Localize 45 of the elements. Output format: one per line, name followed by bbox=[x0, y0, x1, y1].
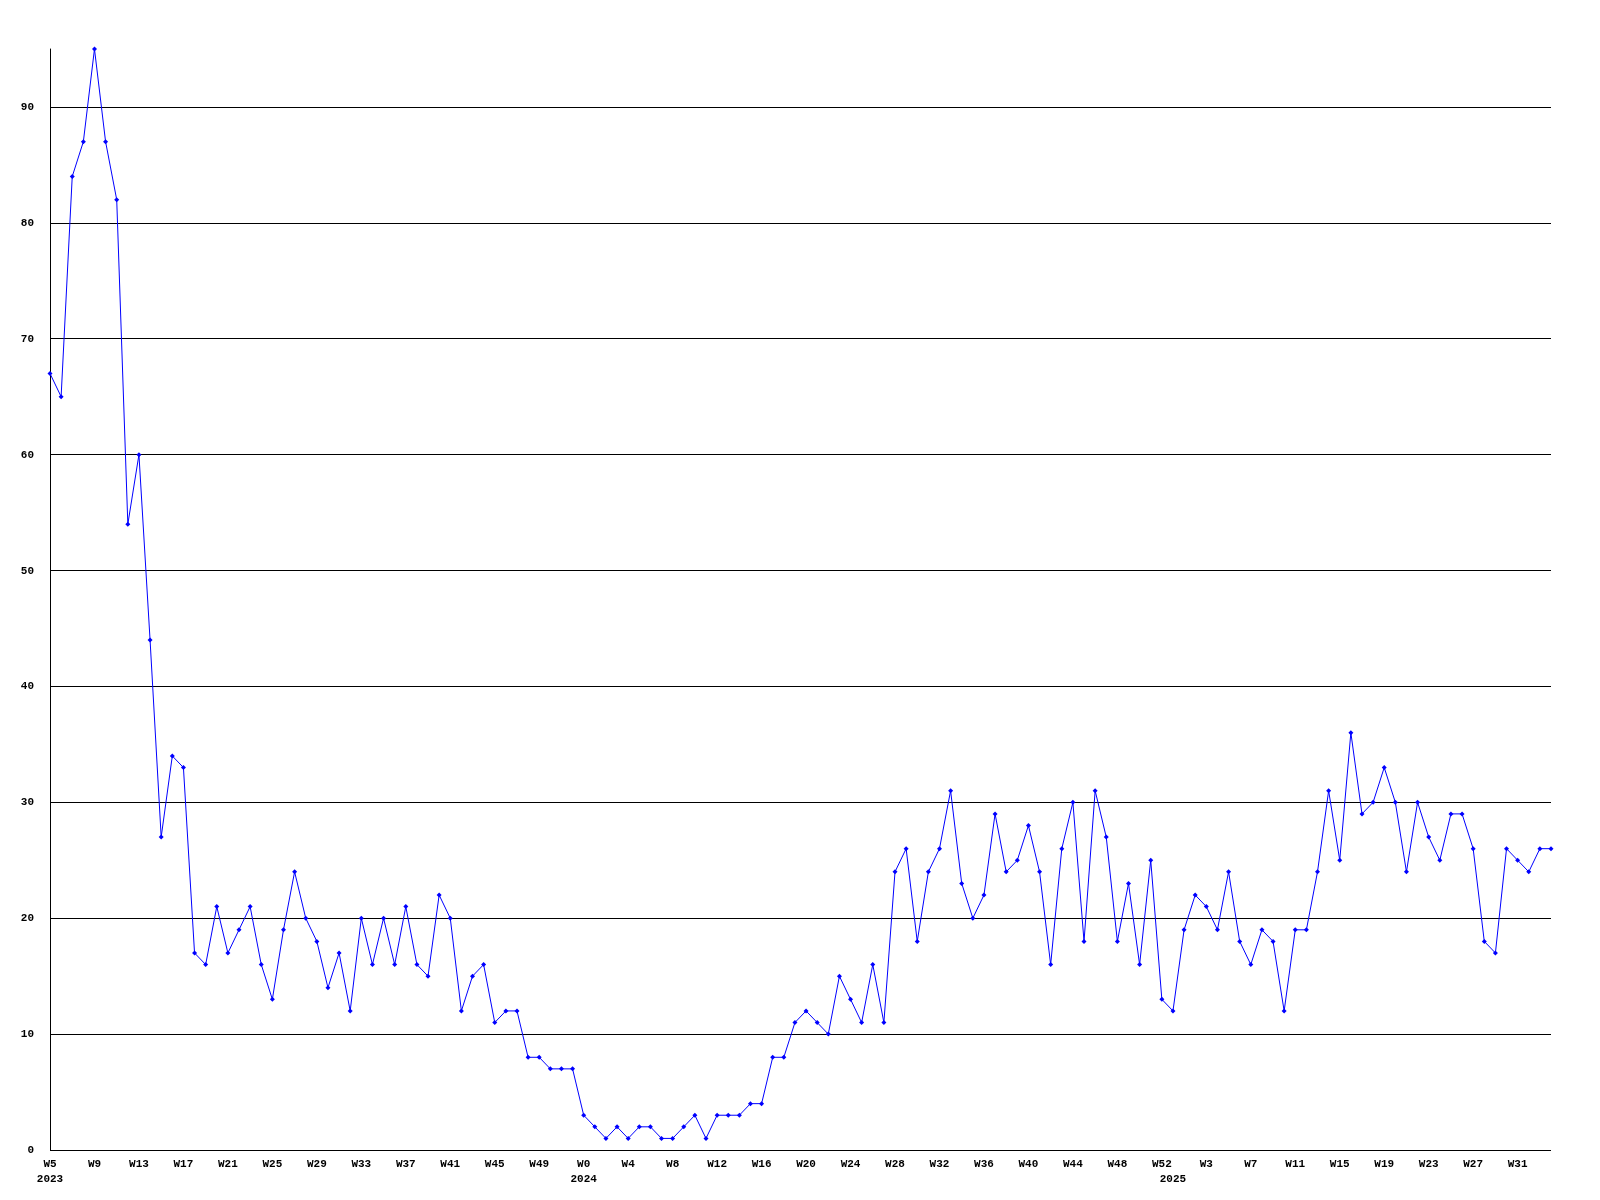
x-tick-label: W4 bbox=[621, 1157, 636, 1170]
x-tick-label: W48 bbox=[1107, 1157, 1128, 1170]
x-tick-label: W27 bbox=[1463, 1157, 1484, 1170]
y-tick-label: 80 bbox=[20, 216, 34, 229]
x-tick-label: W3 bbox=[1199, 1157, 1214, 1170]
y-tick-label: 20 bbox=[20, 912, 34, 925]
x-tick-label: W24 bbox=[840, 1157, 861, 1170]
x-tick-label: W0 2024 bbox=[570, 1157, 598, 1185]
x-tick-label: W29 bbox=[306, 1157, 327, 1170]
y-tick-label: 10 bbox=[20, 1028, 34, 1041]
x-tick-label: W21 bbox=[217, 1157, 239, 1170]
y-tick-label: 40 bbox=[20, 680, 34, 693]
y-tick-label: 70 bbox=[20, 332, 34, 345]
x-tick-label: W41 bbox=[440, 1157, 461, 1170]
y-tick-label: 0 bbox=[27, 1144, 34, 1156]
x-tick-label: W16 bbox=[751, 1157, 772, 1170]
x-tick-label: W12 bbox=[707, 1157, 728, 1170]
x-tick-label: W37 bbox=[395, 1157, 416, 1170]
x-tick-label: W15 bbox=[1329, 1157, 1351, 1170]
x-tick-label: W17 bbox=[173, 1157, 194, 1170]
x-tick-label: W31 bbox=[1507, 1157, 1528, 1170]
x-tick-label: W20 bbox=[796, 1157, 816, 1170]
x-tick-label: W23 bbox=[1418, 1157, 1439, 1170]
x-tick-label: W28 bbox=[885, 1157, 906, 1170]
x-tick-label: W36 bbox=[974, 1157, 994, 1170]
x-tick-label: 2025 bbox=[1159, 1172, 1187, 1185]
x-tick-label: W44 bbox=[1063, 1157, 1084, 1170]
x-tick-label: W19 bbox=[1374, 1157, 1395, 1170]
x-tick-label: W8 bbox=[666, 1157, 680, 1170]
y-tick-label: 30 bbox=[20, 796, 34, 809]
x-tick-label: W7 bbox=[1244, 1157, 1258, 1170]
x-tick-label: W40 bbox=[1018, 1157, 1039, 1170]
x-tick-label: W9 bbox=[87, 1157, 102, 1170]
x-tick-label: W32 bbox=[929, 1157, 950, 1170]
y-tick-label: 60 bbox=[20, 448, 34, 461]
x-tick-label: W52 bbox=[1151, 1157, 1172, 1170]
x-tick-label: W5 2023 bbox=[36, 1157, 64, 1185]
x-tick-label: W33 bbox=[351, 1157, 372, 1170]
x-tick-label: W11 bbox=[1285, 1157, 1306, 1170]
x-tick-label: W45 bbox=[484, 1157, 506, 1170]
x-tick-label: W49 bbox=[529, 1157, 550, 1170]
y-tick-label: 90 bbox=[20, 100, 34, 113]
x-tick-label: W25 bbox=[262, 1157, 283, 1170]
y-tick-label: 50 bbox=[20, 564, 34, 577]
x-tick-label: W13 bbox=[129, 1157, 150, 1170]
